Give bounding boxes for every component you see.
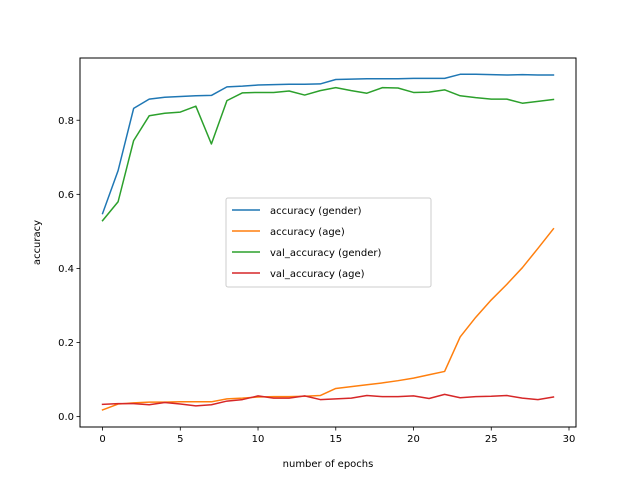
x-tick-label: 5 (177, 434, 183, 445)
legend-label-0: accuracy (gender) (270, 206, 362, 217)
y-tick-label: 0.0 (58, 412, 74, 423)
x-tick-label: 25 (485, 434, 498, 445)
y-tick-label: 0.6 (58, 190, 74, 201)
x-tick-label: 20 (407, 434, 420, 445)
legend-box (225, 197, 432, 288)
legend-label-3: val_accuracy (age) (270, 269, 365, 280)
x-axis-ticks: 0 5 10 15 20 25 30 (99, 427, 575, 445)
legend: accuracy (gender) accuracy (age) val_accur… (225, 197, 432, 288)
series-layer (101, 73, 555, 411)
series-line-0 (101, 73, 555, 215)
series-line-1 (101, 227, 555, 411)
y-axis-label: accuracy (32, 220, 43, 265)
plot-frame (79, 57, 577, 428)
legend-items: accuracy (gender) accuracy (age) val_accur… (232, 206, 381, 280)
y-tick-label: 0.8 (58, 116, 74, 127)
y-tick-label: 0.2 (58, 338, 74, 349)
x-tick-label: 0 (99, 434, 105, 445)
y-tick-label: 0.4 (58, 264, 74, 275)
legend-label-1: accuracy (age) (270, 227, 345, 238)
y-axis-ticks: 0.0 0.2 0.4 0.6 0.8 (58, 116, 80, 423)
x-axis-label: number of epochs (283, 459, 374, 470)
x-tick-label: 15 (329, 434, 342, 445)
legend-label-2: val_accuracy (gender) (270, 248, 381, 259)
x-tick-label: 30 (563, 434, 576, 445)
series-line-3 (101, 393, 555, 407)
series-line-2 (101, 86, 555, 222)
x-tick-label: 10 (252, 434, 265, 445)
